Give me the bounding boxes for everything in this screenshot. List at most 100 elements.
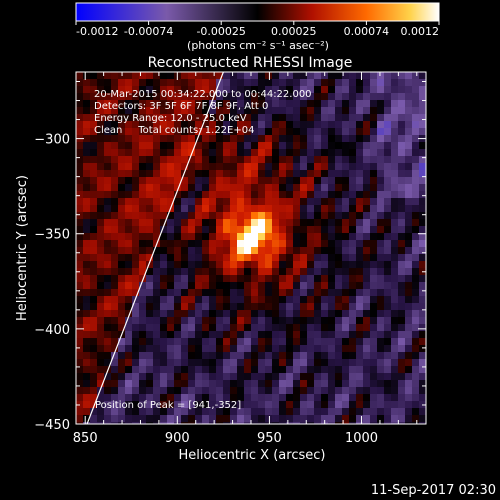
heatmap-cell [160,415,168,423]
heatmap-cell [237,233,245,241]
heatmap-cell [174,268,182,276]
heatmap-cell [279,163,287,171]
heatmap-cell [104,93,112,101]
heatmap-cell [174,303,182,311]
heatmap-cell [76,170,84,178]
heatmap-cell [188,114,196,122]
heatmap-cell [265,205,273,213]
heatmap-cell [111,268,119,276]
heatmap-cell [181,338,189,346]
heatmap-cell [104,219,112,227]
heatmap-cell [272,254,280,262]
heatmap-cell [76,142,84,150]
heatmap-cell [132,100,140,108]
heatmap-cell [321,149,329,157]
heatmap-cell [321,380,329,388]
heatmap-cell [223,86,231,94]
heatmap-cell [160,247,168,255]
heatmap-cell [377,338,385,346]
heatmap-cell [223,331,231,339]
heatmap-cell [223,72,231,80]
heatmap-cell [174,86,182,94]
heatmap-cell [188,359,196,367]
heatmap-cell [377,205,385,213]
heatmap-cell [83,79,91,87]
heatmap-cell [258,338,266,346]
heatmap-cell [293,296,301,304]
heatmap-cell [132,261,140,269]
heatmap-cell [251,100,259,108]
heatmap-cell [342,107,350,115]
colorbar [75,2,440,22]
heatmap-cell [132,163,140,171]
heatmap-cell [258,289,266,297]
heatmap-cell [153,247,161,255]
heatmap-cell [314,324,322,332]
heatmap-cell [83,93,91,101]
heatmap-cell [230,387,238,395]
heatmap-cell [125,163,133,171]
heatmap-cell [188,184,196,192]
heatmap-cell [349,205,357,213]
heatmap-cell [251,415,259,423]
heatmap-cell [258,219,266,227]
heatmap-cell [307,401,315,409]
heatmap-cell [97,310,105,318]
heatmap-cell [363,219,371,227]
heatmap-cell [181,394,189,402]
heatmap-cell [370,338,378,346]
heatmap-cell [216,380,224,388]
heatmap-cell [160,296,168,304]
heatmap-cell [363,163,371,171]
heatmap-cell [125,338,133,346]
heatmap-cell [356,289,364,297]
heatmap-cell [419,282,426,290]
heatmap-cell [335,198,343,206]
heatmap-cell [391,422,399,424]
heatmap-cell [391,107,399,115]
heatmap-cell [286,296,294,304]
heatmap-cell [83,219,91,227]
heatmap-cell [237,401,245,409]
heatmap-cell [419,163,426,171]
heatmap-cell [125,135,133,143]
heatmap-cell [419,128,426,136]
heatmap-cell [258,156,266,164]
heatmap-cell [202,107,210,115]
heatmap-cell [195,100,203,108]
heatmap-cell [153,408,161,416]
heatmap-cell [335,163,343,171]
heatmap-cell [265,135,273,143]
heatmap-cell [293,310,301,318]
heatmap-cell [223,345,231,353]
heatmap-cell [377,422,385,424]
heatmap-cell [377,142,385,150]
colorbar-tick-label: -0.0012 [76,25,118,38]
heatmap-cell [83,380,91,388]
heatmap-cell [125,310,133,318]
heatmap-cell [230,303,238,311]
heatmap-cell [202,317,210,325]
heatmap-cell [97,394,105,402]
heatmap-cell [405,422,413,424]
heatmap-cell [405,345,413,353]
heatmap-cell [328,415,336,423]
heatmap-cell [265,198,273,206]
heatmap-cell [97,408,105,416]
heatmap-cell [160,226,168,234]
heatmap-cell [167,359,175,367]
heatmap-cell [230,317,238,325]
heatmap-cell [265,422,273,424]
heatmap-cell [167,163,175,171]
heatmap-cell [160,401,168,409]
heatmap-cell [132,72,140,80]
heatmap-cell [335,345,343,353]
heatmap-cell [279,72,287,80]
heatmap-cell [146,79,154,87]
heatmap-cell [104,352,112,360]
heatmap-cell [146,184,154,192]
heatmap-cell [139,177,147,185]
heatmap-cell [167,142,175,150]
heatmap-cell [286,170,294,178]
heatmap-cell [125,149,133,157]
